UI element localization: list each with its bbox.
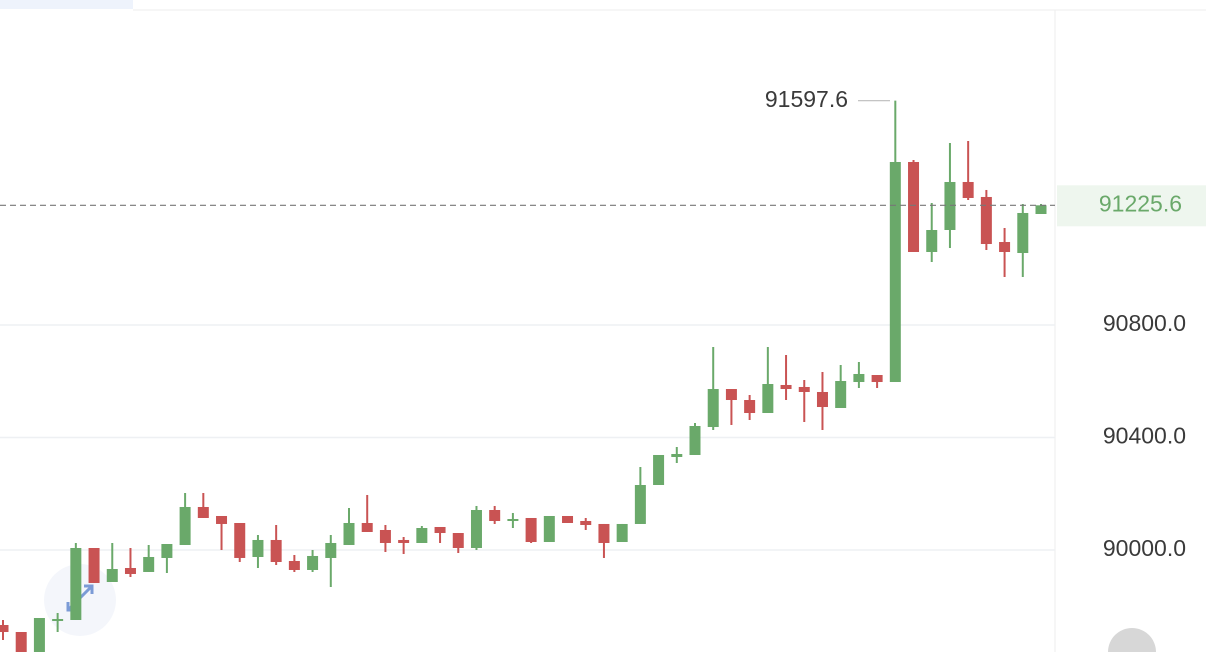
candle-body [944, 181, 956, 230]
candle-body [88, 547, 100, 583]
candle-body [398, 539, 410, 543]
candle-body [106, 569, 118, 582]
candle-body [325, 542, 337, 558]
candle-body [653, 454, 665, 485]
tab [0, 0, 133, 9]
candle-body [252, 539, 264, 557]
candle-body [70, 547, 82, 620]
candle-body [980, 196, 992, 245]
candle-body [1017, 212, 1029, 254]
candle-body [525, 517, 537, 543]
candle-body [507, 519, 519, 522]
candle-body [470, 510, 482, 548]
candle-body [999, 242, 1011, 252]
candle-body [744, 400, 756, 414]
y-tick-label: 90400.0 [1103, 423, 1186, 449]
candle-body [288, 560, 300, 570]
candle-body [707, 389, 719, 428]
candle-body [889, 161, 901, 383]
candle-body [689, 425, 701, 455]
candle-body [0, 625, 9, 633]
candle-body [52, 619, 64, 622]
candle-body [161, 544, 173, 558]
candle-body [616, 523, 628, 543]
candle-body [197, 506, 209, 518]
scroll-button[interactable] [1108, 628, 1156, 652]
current-price-label: 91225.6 [1099, 190, 1182, 216]
candle-body [234, 522, 246, 558]
candle-body [434, 526, 446, 534]
candle-body [634, 484, 646, 524]
candle-body [762, 384, 774, 414]
candle-body [124, 567, 136, 574]
candle-body [489, 510, 501, 521]
candle-body [580, 520, 592, 525]
candle-body [598, 523, 610, 543]
candle-body [361, 522, 373, 532]
candle-body [798, 386, 810, 392]
candle-body [871, 375, 883, 383]
candle-body [835, 380, 847, 408]
candle-body [1035, 205, 1047, 214]
candle-body [452, 533, 464, 548]
candle-body [725, 389, 737, 401]
candle-body [15, 632, 27, 652]
candle-body [816, 391, 828, 408]
high-annotation: 91597.6 [765, 86, 848, 112]
candle-body [962, 181, 974, 198]
candle-body [853, 373, 865, 383]
candle-body [926, 229, 938, 252]
candle-body [780, 384, 792, 390]
candle-body [179, 506, 191, 545]
candle-body [908, 161, 920, 252]
y-tick-label: 90800.0 [1103, 310, 1186, 336]
candle-body [216, 515, 228, 524]
candle-body [416, 528, 428, 543]
candle-body [270, 539, 282, 563]
candle-body [379, 529, 391, 543]
candle-body [562, 515, 574, 523]
candle-body [33, 617, 45, 652]
candle-body [343, 522, 355, 545]
current-price-box [1057, 185, 1206, 227]
y-tick-label: 90000.0 [1103, 535, 1186, 561]
candle-body [671, 454, 683, 457]
candle-body [543, 515, 555, 543]
candle-body [307, 555, 319, 570]
candle-body [143, 556, 155, 572]
